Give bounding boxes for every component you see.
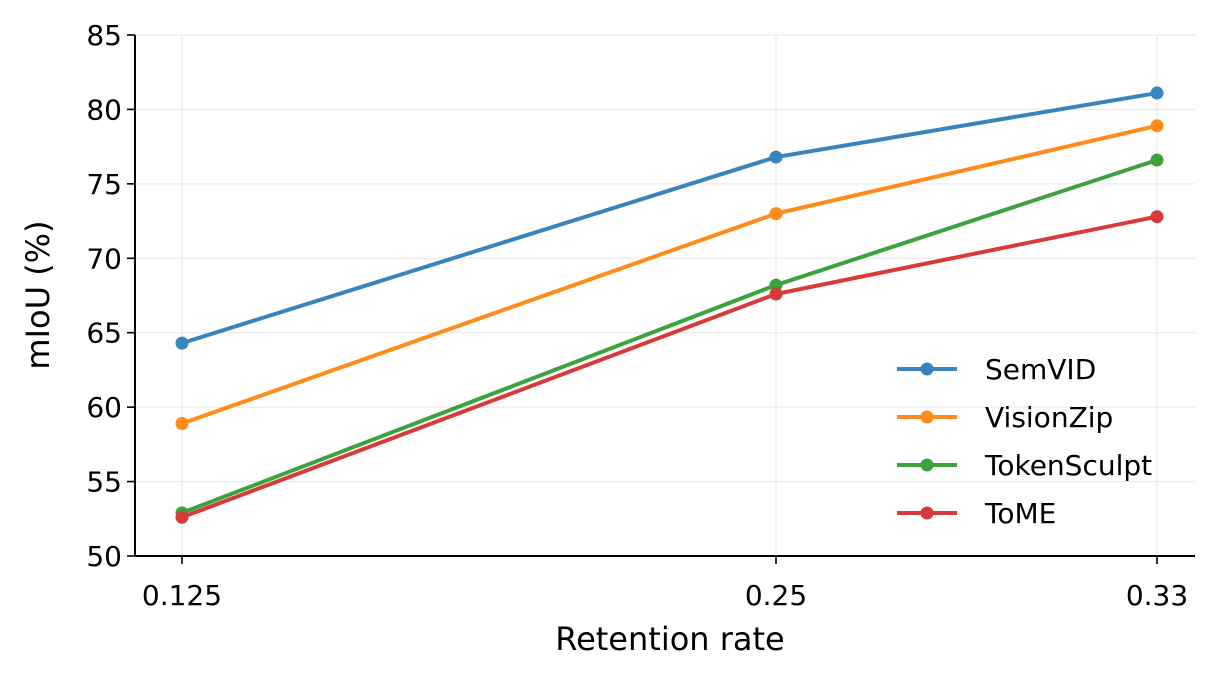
data-point [769,150,783,164]
y-tick-label: 50 [86,540,122,573]
data-point [175,336,189,350]
series-semvid [175,86,1164,350]
data-point [769,207,783,221]
legend-item-visionzip: VisionZip [897,401,1113,434]
y-axis-label: mIoU (%) [19,220,57,369]
y-tick-label: 70 [86,242,122,275]
legend-item-semvid: SemVID [897,353,1096,386]
x-tick-label: 0.33 [1126,579,1188,612]
data-point [1150,210,1164,224]
y-tick-label: 85 [86,19,122,52]
legend-label: VisionZip [985,401,1113,434]
legend-item-tome: ToME [897,497,1056,530]
y-tick-label: 75 [86,168,122,201]
series-lines [175,86,1164,524]
data-point [175,510,189,524]
x-tick-label: 0.25 [745,579,807,612]
data-point [769,287,783,301]
data-point [1150,153,1164,167]
legend-label: ToME [984,497,1056,530]
series-visionzip [175,119,1164,431]
data-point [175,417,189,431]
y-tick-label: 55 [86,466,122,499]
legend-marker [920,458,934,472]
y-tick-label: 80 [86,93,122,126]
axes: 50 55 60 65 70 75 80 85 0.125 0.25 0.33 [86,19,1195,612]
legend-marker [920,410,934,424]
data-point [1150,86,1164,100]
legend-marker [920,362,934,376]
series-line [180,91,1159,346]
legend-item-tokensculpt: TokenSculpt [897,449,1152,482]
series-tome [175,210,1164,524]
x-axis-label: Retention rate [555,620,784,658]
y-tick-label: 65 [86,317,122,350]
data-point [1150,119,1164,133]
legend-label: SemVID [985,353,1096,386]
y-tick-label: 60 [86,391,122,424]
legend-label: TokenSculpt [984,449,1152,482]
data-point [769,278,783,292]
legend: SemVID VisionZip TokenSculpt ToME [897,353,1152,530]
legend-marker [920,506,934,520]
x-tick-label: 0.125 [142,579,222,612]
